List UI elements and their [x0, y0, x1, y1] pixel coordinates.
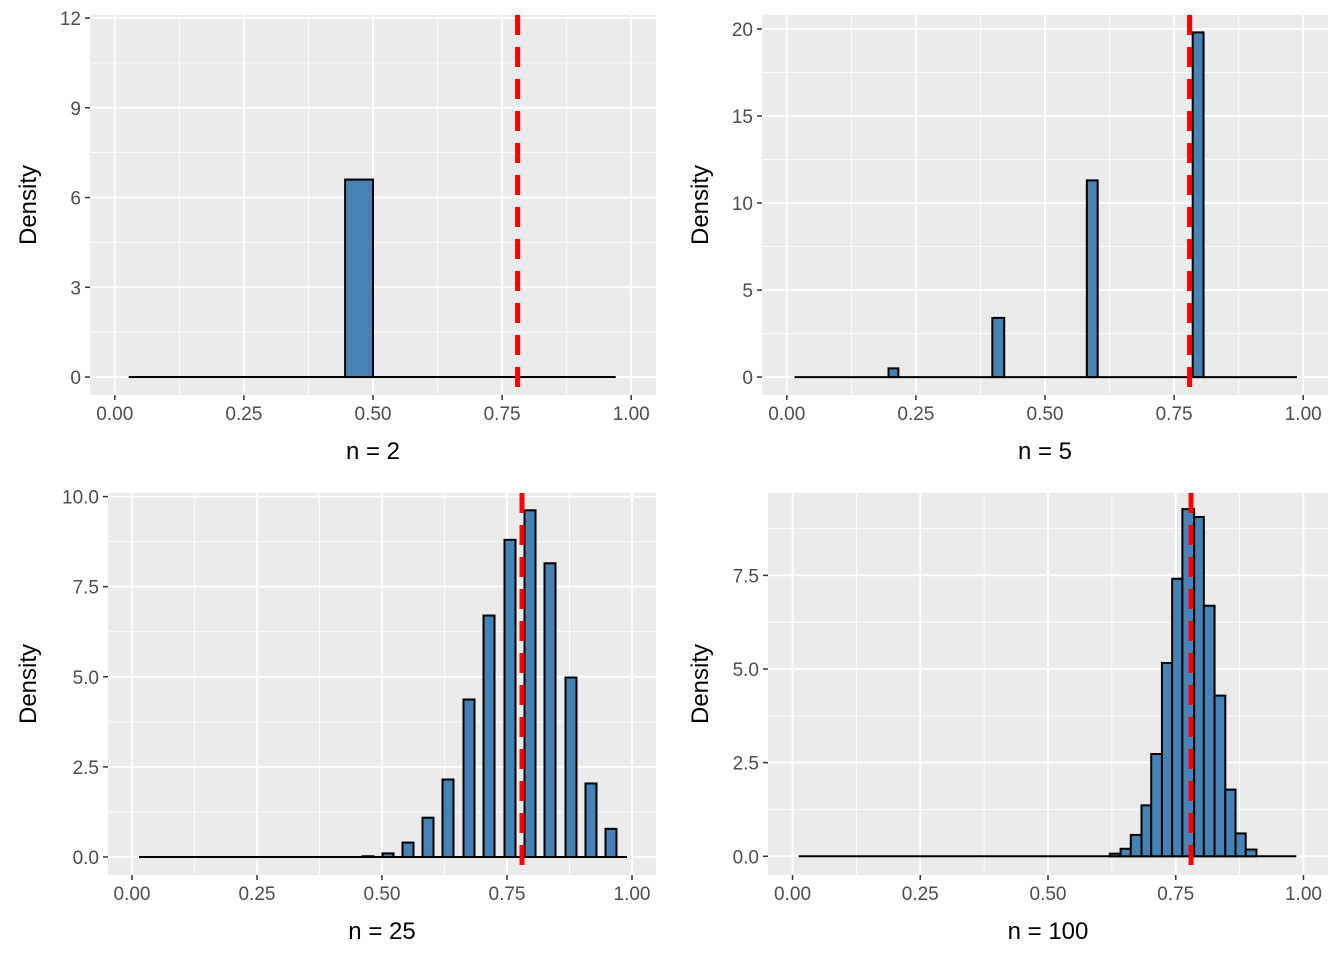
x-tick-label: 0.75 [484, 404, 521, 425]
histogram-bar [482, 614, 496, 858]
x-axis-title: n = 5 [1018, 438, 1072, 465]
y-tick-label: 12 [60, 9, 81, 30]
x-tick-label: 0.75 [1157, 884, 1194, 905]
x-tick-label: 0.50 [364, 884, 401, 905]
histogram-bar [1244, 848, 1258, 858]
histogram-bar [401, 841, 415, 858]
x-tick-label: 0.00 [96, 404, 133, 425]
y-axis-title: Density [15, 165, 42, 245]
x-tick-label: 1.00 [614, 884, 651, 905]
x-tick-label: 0.50 [1030, 884, 1067, 905]
panel-2: 0.00 0.25 0.50 0.75 1.00 0 5 10 15 20 n = 5 Density [687, 15, 1328, 465]
x-tick-label: 0.25 [902, 884, 939, 905]
y-tick-label: 0.0 [73, 848, 99, 869]
histogram-bar [361, 855, 375, 858]
histogram-bar [503, 538, 517, 858]
x-tick-label: 1.00 [613, 404, 650, 425]
panel-4: 0.00 0.25 0.50 0.75 1.00 0.0 2.5 5.0 7.5 n = 100 D… [687, 493, 1328, 945]
histogram-bar [1119, 847, 1132, 858]
histogram-bar [1108, 852, 1122, 858]
histogram-bar [421, 816, 435, 858]
x-axis-title: n = 100 [1008, 918, 1089, 945]
x-tick-label: 0.25 [225, 404, 262, 425]
histogram-bar [1191, 31, 1205, 379]
y-tick-label: 20 [732, 20, 753, 41]
x-axis-title: n = 25 [348, 918, 415, 945]
histogram-bar [604, 827, 618, 858]
histogram-bar [1129, 833, 1143, 858]
x-tick-label: 0.50 [355, 404, 392, 425]
x-tick-label: 0.00 [114, 884, 151, 905]
x-tick-label: 0.75 [1156, 404, 1193, 425]
x-tick-label: 1.00 [1285, 884, 1322, 905]
histogram-bar [564, 676, 578, 858]
y-tick-label: 0.0 [733, 847, 759, 868]
histogram-bar [1171, 577, 1184, 858]
x-axis-title: n = 2 [346, 438, 400, 465]
histogram-bar [1224, 788, 1237, 858]
histogram-bar [991, 316, 1006, 379]
histogram-bar [1160, 662, 1174, 858]
y-tick-label: 7.5 [733, 566, 759, 587]
y-tick-label: 3 [70, 278, 81, 299]
y-tick-label: 5.0 [733, 660, 759, 681]
panel-1: 0.00 0.25 0.50 0.75 1.00 0 3 6 9 12 n = 2 Density [15, 9, 656, 465]
x-tick-label: 0.50 [1027, 404, 1064, 425]
y-tick-label: 2.5 [73, 758, 99, 779]
histogram-bar [543, 562, 557, 858]
histogram-bar [1193, 515, 1205, 858]
histogram-bar [584, 782, 598, 858]
histogram-bar [1213, 694, 1227, 858]
y-tick-label: 6 [70, 189, 81, 210]
y-tick-label: 7.5 [73, 578, 99, 599]
y-axis-title: Density [15, 644, 42, 724]
histogram-bar [381, 852, 395, 858]
histogram-bar [441, 778, 455, 858]
histogram-bar [344, 178, 374, 379]
x-tick-label: 0.00 [774, 884, 811, 905]
y-tick-label: 0 [70, 368, 81, 389]
y-tick-label: 5.0 [73, 668, 99, 689]
y-axis-title: Density [687, 644, 714, 724]
histogram-bar [1202, 604, 1216, 858]
histogram-bar [462, 698, 476, 858]
y-tick-label: 10 [732, 194, 753, 215]
y-tick-label: 9 [70, 99, 81, 120]
x-tick-label: 0.25 [239, 884, 276, 905]
y-tick-label: 0 [742, 368, 753, 389]
histogram-bar [1140, 804, 1153, 858]
y-tick-label: 2.5 [733, 754, 759, 775]
histogram-bar [887, 367, 900, 379]
y-axis-title: Density [687, 165, 714, 245]
x-tick-label: 0.00 [768, 404, 805, 425]
y-tick-label: 15 [732, 107, 753, 128]
panel-3: 0.00 0.25 0.50 0.75 1.00 0.0 2.5 5.0 7.5 10.0 n = … [15, 488, 656, 945]
x-tick-label: 0.75 [489, 884, 526, 905]
y-tick-label: 5 [742, 281, 753, 302]
histogram-bar [523, 509, 537, 858]
y-tick-label: 10.0 [62, 488, 99, 509]
x-tick-label: 0.25 [897, 404, 934, 425]
x-tick-label: 1.00 [1285, 404, 1322, 425]
histogram-bar [1150, 753, 1163, 858]
histogram-bar [1234, 832, 1247, 858]
histogram-bar [1085, 179, 1099, 379]
